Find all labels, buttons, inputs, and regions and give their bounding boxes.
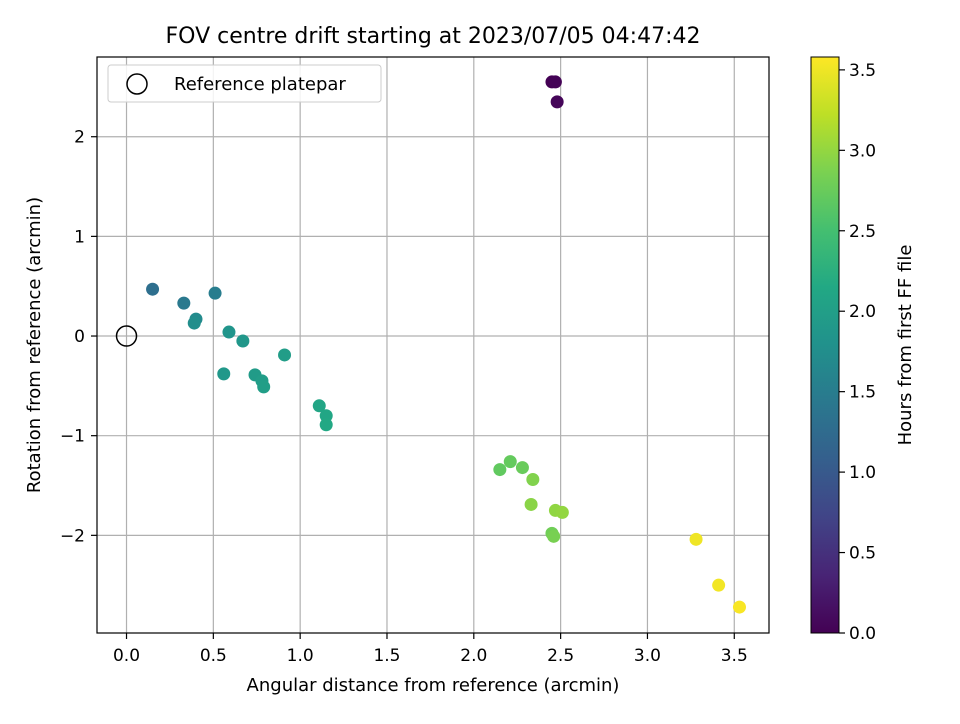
data-point: [503, 455, 517, 469]
x-tick-label: 3.5: [721, 646, 748, 666]
colorbar-tick-label: 1.0: [849, 463, 876, 483]
data-point: [208, 286, 222, 300]
colorbar-label: Hours from first FF file: [895, 245, 916, 446]
data-point: [257, 380, 271, 394]
data-point: [278, 348, 292, 362]
data-point: [312, 399, 326, 413]
colorbar-tick-label: 0.5: [849, 544, 876, 564]
colorbar-tick-label: 2.5: [849, 222, 876, 242]
colorbar-tick-label: 3.5: [849, 61, 876, 81]
colorbar: [810, 56, 840, 634]
colorbar-ticks: 0.0 0.5 1.0 1.5 2.0 2.5 3.0 3.5: [839, 61, 876, 644]
data-point: [319, 418, 333, 432]
legend-box: [107, 64, 382, 103]
plot-area-frame: [96, 56, 770, 634]
gridlines: [97, 57, 769, 633]
data-points: [115, 75, 746, 614]
legend-marker-reference: [126, 73, 148, 95]
data-point: [177, 296, 191, 310]
data-point: [689, 532, 703, 546]
x-axis-label: Angular distance from reference (arcmin): [247, 675, 620, 696]
colorbar-tick-label: 1.5: [849, 383, 876, 403]
y-tick-label: −1: [60, 427, 85, 447]
data-point: [493, 463, 507, 477]
y-axis-ticks: −2 −1 0 1 2: [60, 128, 97, 546]
data-point: [547, 529, 561, 543]
data-point: [555, 505, 569, 519]
x-axis-ticks: 0.0 0.5 1.0 1.5 2.0 2.5 3.0 3.5: [113, 633, 748, 666]
data-point: [515, 461, 529, 475]
data-point: [236, 334, 250, 348]
x-tick-label: 3.0: [634, 646, 661, 666]
data-point: [548, 75, 562, 89]
data-point: [526, 473, 540, 487]
data-point: [319, 409, 333, 423]
x-tick-label: 0.0: [113, 646, 140, 666]
legend: Reference platepar: [107, 64, 382, 103]
reference-point-marker: [115, 325, 138, 347]
y-axis-label: Rotation from reference (arcmin): [24, 197, 45, 493]
data-point: [732, 600, 746, 614]
data-point: [712, 578, 726, 592]
data-point: [187, 316, 201, 330]
x-tick-label: 0.5: [200, 646, 227, 666]
x-tick-label: 1.5: [373, 646, 400, 666]
data-point: [524, 497, 538, 511]
data-point: [146, 282, 160, 296]
x-tick-label: 2.0: [460, 646, 487, 666]
data-point: [222, 325, 236, 339]
y-tick-label: 2: [74, 128, 85, 148]
colorbar-tick-label: 2.0: [849, 302, 876, 322]
data-point: [550, 95, 564, 109]
y-tick-label: 1: [74, 227, 85, 247]
y-tick-label: 0: [74, 327, 85, 347]
data-point: [217, 367, 231, 381]
chart-title: FOV centre drift starting at 2023/07/05 …: [166, 24, 701, 49]
y-tick-label: −2: [60, 526, 85, 546]
colorbar-tick-label: 3.0: [849, 141, 876, 161]
colorbar-tick-label: 0.0: [849, 624, 876, 644]
legend-label-reference: Reference platepar: [174, 74, 346, 95]
x-tick-label: 1.0: [287, 646, 314, 666]
x-tick-label: 2.5: [547, 646, 574, 666]
